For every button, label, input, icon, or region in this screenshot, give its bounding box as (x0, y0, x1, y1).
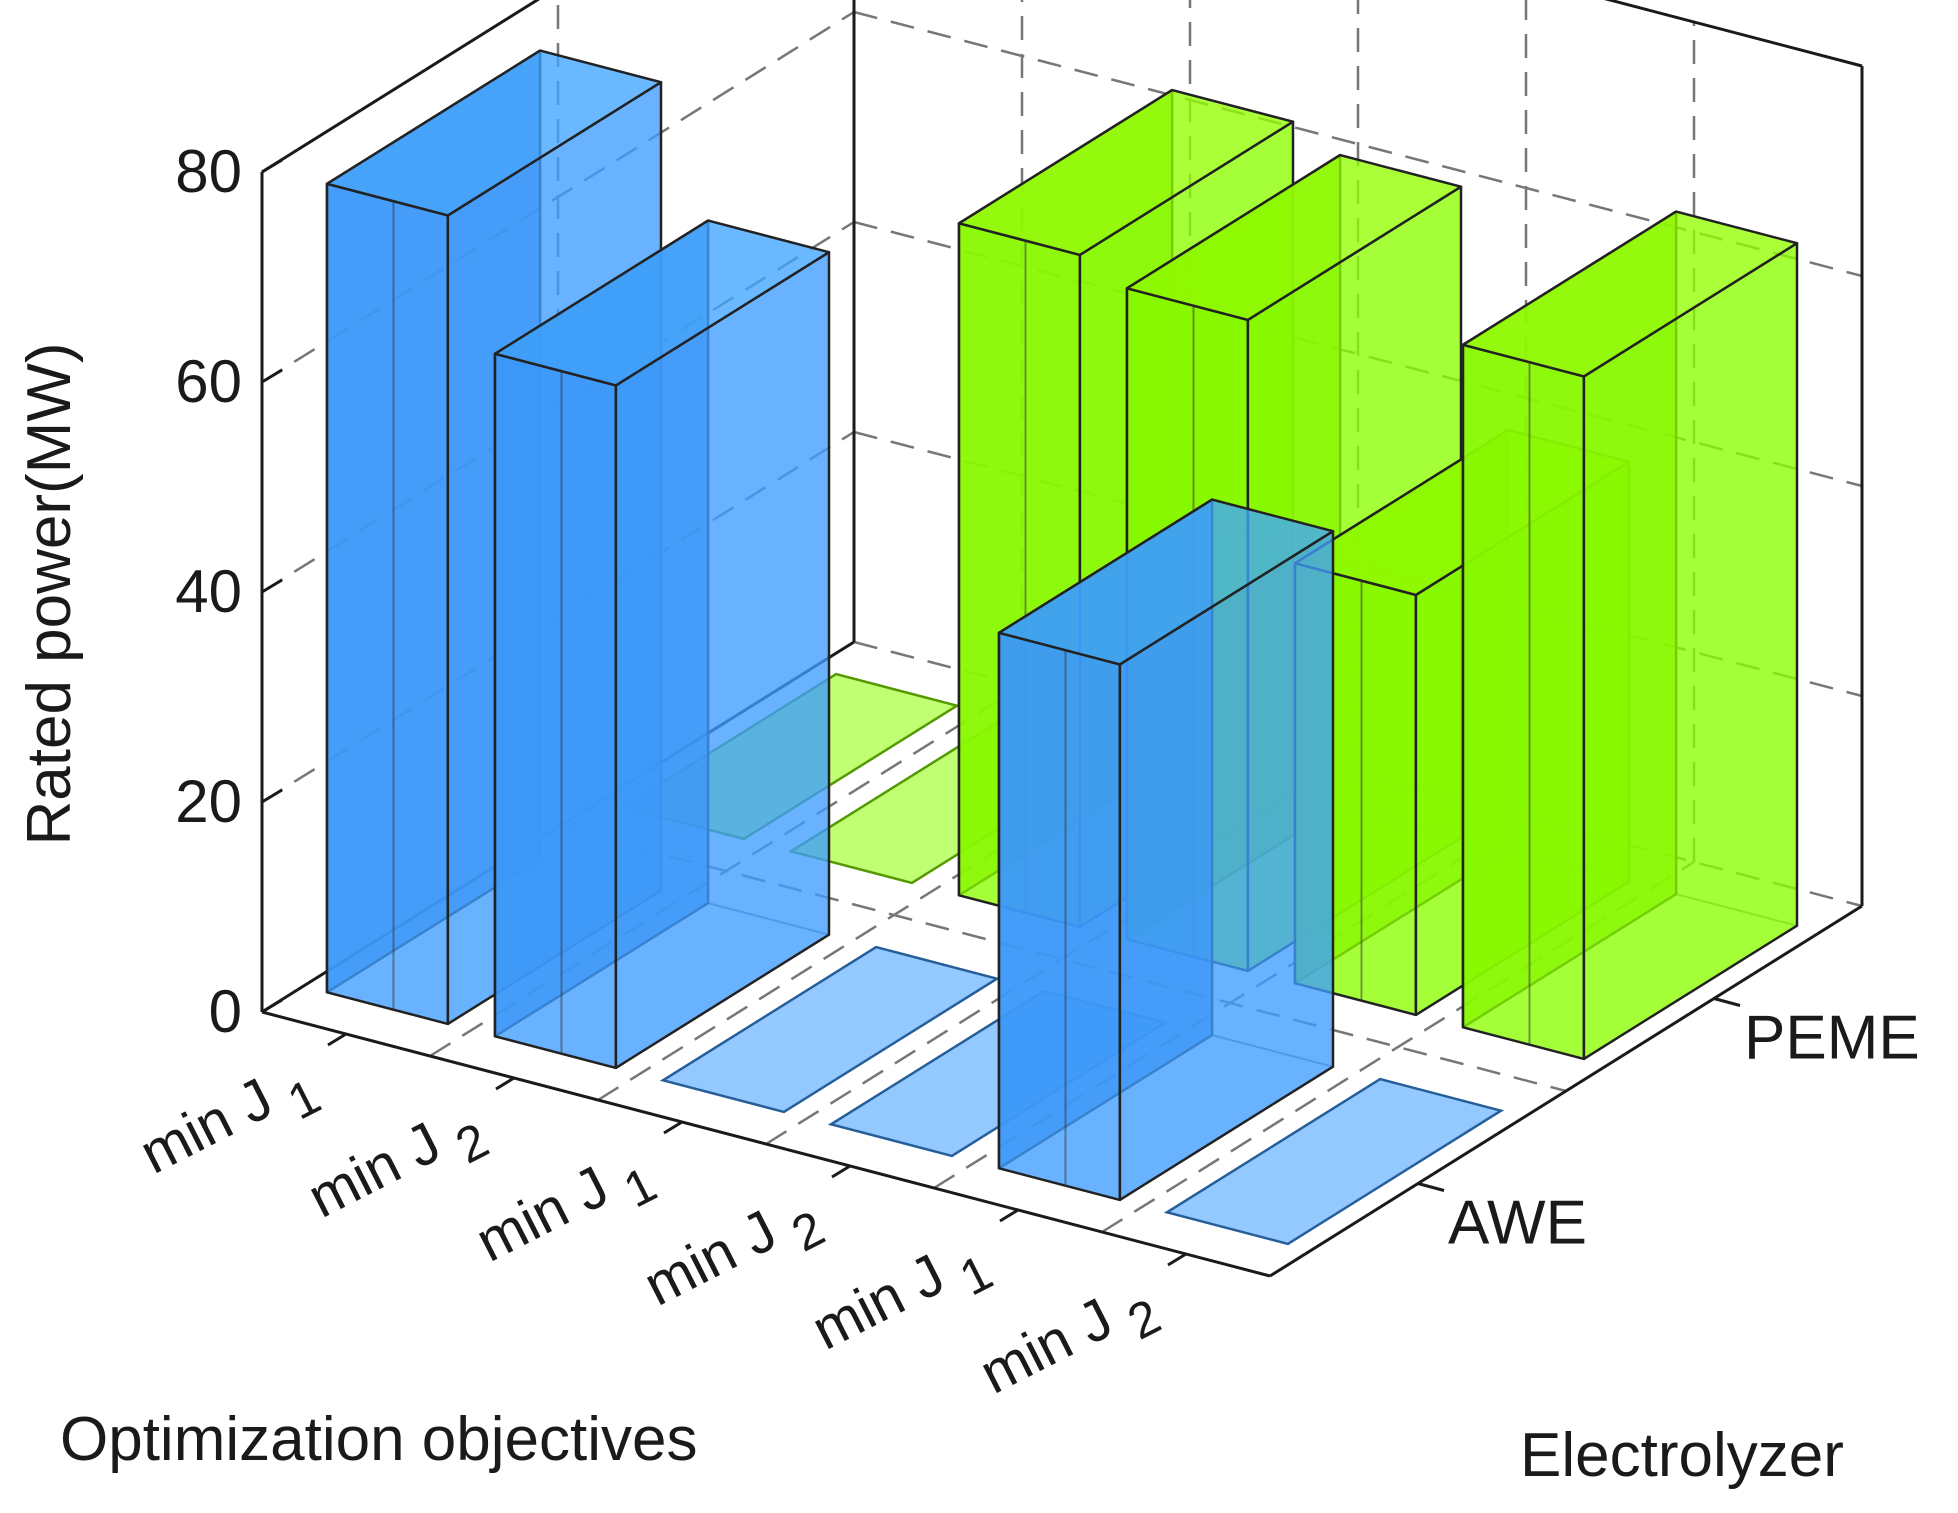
x-tick-label-main: min J (298, 1102, 465, 1230)
bar-top-face (1461, 210, 1799, 378)
x-axis-label: Optimization objectives (60, 1405, 698, 1474)
x-tick-label-main: min J (466, 1146, 633, 1274)
y-tick (1417, 1182, 1445, 1192)
z-tick (261, 998, 283, 1014)
bar-front-face (325, 182, 450, 1026)
bar-awe-2 (659, 945, 1001, 1114)
z-tick-label: 80 (175, 138, 242, 205)
depth-axis-label: Electrolyzer (1520, 1421, 1844, 1490)
x-tick-label-main: min J (802, 1234, 969, 1362)
bar-top-face (493, 219, 831, 387)
bar-front-face (1461, 343, 1586, 1061)
axis-box-edge (1604, 0, 1863, 68)
bar-flat-tile (1163, 1077, 1505, 1246)
bar-top-face (1125, 153, 1463, 322)
x-tick (663, 1120, 683, 1135)
x-tick-label: min J 2 (970, 1266, 1169, 1421)
bars (325, 49, 1799, 1246)
bar-right-face (614, 250, 831, 1070)
z-tick (261, 788, 283, 804)
bar-awe-5 (1163, 1077, 1505, 1246)
y-tick (1713, 997, 1741, 1007)
x-tick (831, 1164, 851, 1179)
bar-awe-1 (493, 219, 831, 1070)
x-tick (495, 1076, 515, 1091)
series-label: AWE (1448, 1189, 1587, 1258)
bar-front-face (493, 352, 618, 1070)
z-tick-label: 0 (209, 978, 242, 1045)
bar-awe-4 (997, 498, 1335, 1202)
bar-top-face (957, 88, 1295, 257)
bar-peme-5 (1461, 210, 1799, 1061)
y-axis-label: Rated power(MW) (15, 343, 84, 846)
z-tick-label: 20 (175, 768, 242, 835)
x-tick (1167, 1252, 1187, 1267)
bar-top-face (997, 498, 1335, 666)
x-tick (327, 1032, 347, 1047)
axis-box-edge (261, 0, 541, 174)
axis-box-edge (1269, 904, 1863, 1278)
bar-front-face (997, 631, 1122, 1202)
series-label: PEME (1744, 1004, 1920, 1073)
axis-box-edge (261, 1010, 1271, 1278)
x-tick-label-main: min J (130, 1058, 297, 1186)
z-tick-label: 40 (175, 558, 242, 625)
x-tick-label-main: min J (970, 1278, 1137, 1406)
x-tick (999, 1208, 1019, 1223)
bar-right-face (1582, 241, 1799, 1061)
x-tick-label-main: min J (634, 1190, 801, 1318)
bar-flat-tile (659, 945, 1001, 1114)
z-tick (261, 578, 283, 594)
z-tick (261, 368, 283, 384)
z-tick-label: 60 (175, 348, 242, 415)
bar-top-face (325, 49, 663, 217)
z-tick (261, 158, 283, 174)
